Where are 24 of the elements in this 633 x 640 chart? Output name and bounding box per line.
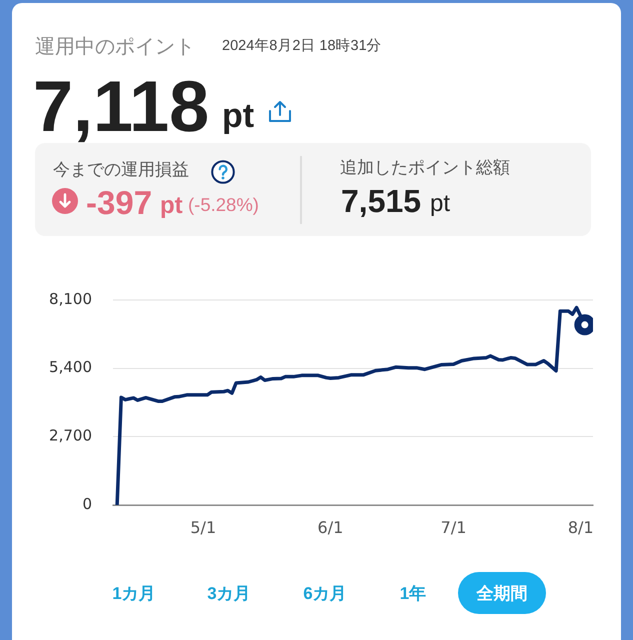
text: pt xyxy=(430,190,450,217)
text: 3カ月 xyxy=(207,584,251,603)
text: pt xyxy=(160,192,183,219)
text: 1カ月 xyxy=(112,584,156,603)
text: 7,515 xyxy=(341,183,422,219)
y-tick-label: 5,400 xyxy=(49,358,92,376)
text: 追加したポイント総額 xyxy=(340,158,510,177)
chart-title: 運用中のポイント xyxy=(35,36,195,58)
text: (-5.28%) xyxy=(188,194,259,215)
x-tick-label: 6/1 xyxy=(318,518,344,537)
y-tick-label: 0 xyxy=(82,494,92,513)
text: 1年 xyxy=(400,584,426,603)
text: -397 xyxy=(86,184,152,221)
x-tick-label: 8/1 xyxy=(568,518,594,537)
y-tick-label: 2,700 xyxy=(49,426,92,445)
text: 6カ月 xyxy=(303,584,347,603)
text: 今までの運用損益 xyxy=(53,160,189,179)
x-tick-label: 5/1 xyxy=(190,518,216,537)
text: 7,118 xyxy=(33,67,210,147)
y-tick-label: 8,100 xyxy=(49,290,92,308)
pill-button: 全期間 xyxy=(458,572,546,614)
text: pt xyxy=(222,97,254,135)
x-tick-label: 7/1 xyxy=(440,518,466,537)
chart-subtitle: 2024年8月2日 18時31分 xyxy=(222,38,382,54)
